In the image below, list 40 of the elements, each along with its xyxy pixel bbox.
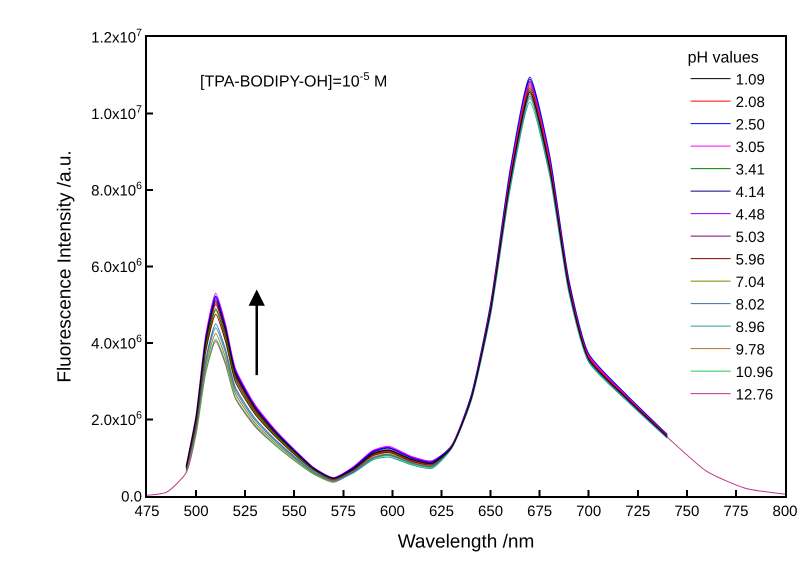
x-tick-label: 750 bbox=[674, 503, 700, 520]
legend-label: 5.96 bbox=[736, 251, 765, 268]
x-tick-label: 725 bbox=[625, 503, 650, 520]
legend-label: 3.05 bbox=[736, 138, 765, 156]
y-tick-label: 8.0x10$^{6}$ bbox=[91, 180, 142, 200]
y-axis-title: Fluorescence Intensity /a.u. bbox=[54, 150, 76, 383]
x-tick-label: 475 bbox=[134, 503, 160, 520]
y-tick-label: 4.0x10$^{6}$ bbox=[91, 332, 142, 352]
x-tick-label: 600 bbox=[380, 503, 405, 520]
x-tick-label: 550 bbox=[282, 503, 307, 520]
legend-label: 8.96 bbox=[736, 318, 765, 336]
x-tick-label: 775 bbox=[723, 503, 748, 520]
legend-label: 10.96 bbox=[736, 364, 774, 381]
legend-label: 3.41 bbox=[736, 161, 765, 178]
legend-label: 2.50 bbox=[736, 116, 765, 134]
legend-title: pH values bbox=[688, 49, 759, 66]
annotation: [TPA-BODIPY-OH]=10$^{-5}$ M bbox=[200, 71, 388, 91]
legend-label: 9.78 bbox=[736, 341, 765, 358]
y-tick-label: 6.0x10$^{6}$ bbox=[91, 256, 142, 276]
legend-label: 7.04 bbox=[736, 274, 765, 291]
x-tick-label: 500 bbox=[184, 503, 209, 520]
x-tick-label: 800 bbox=[772, 503, 798, 520]
y-tick-label: 2.0x10$^{6}$ bbox=[91, 409, 142, 429]
legend-label: 4.14 bbox=[736, 184, 765, 201]
legend-label: 12.76 bbox=[736, 386, 774, 404]
x-tick-label: 700 bbox=[576, 503, 602, 520]
x-tick-label: 650 bbox=[478, 503, 504, 520]
y-tick-label: 1.0x10$^{7}$ bbox=[91, 103, 142, 123]
legend-label: 5.03 bbox=[736, 228, 765, 246]
legend-label: 4.48 bbox=[736, 206, 765, 224]
y-tick-label: 1.2x10$^{7}$ bbox=[91, 26, 142, 46]
legend-label: 8.02 bbox=[736, 296, 765, 314]
x-tick-label: 625 bbox=[428, 503, 454, 520]
y-tick-label: 0.0 bbox=[121, 488, 142, 506]
x-axis-title: Wavelength /nm bbox=[398, 531, 534, 552]
x-tick-label: 575 bbox=[330, 503, 356, 520]
legend-label: 2.08 bbox=[736, 94, 765, 111]
legend-label: 1.09 bbox=[736, 71, 765, 88]
x-tick-label: 675 bbox=[527, 503, 552, 520]
x-tick-label: 525 bbox=[232, 503, 258, 520]
